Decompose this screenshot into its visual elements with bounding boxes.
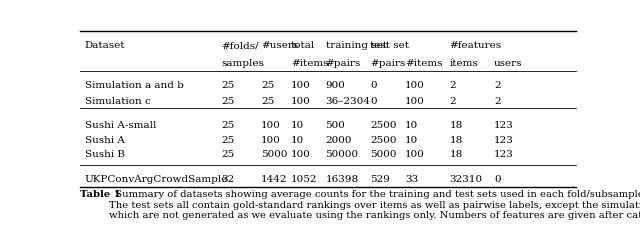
Text: total: total xyxy=(291,41,315,50)
Text: 25: 25 xyxy=(221,149,235,158)
Text: 100: 100 xyxy=(261,120,281,129)
Text: #features: #features xyxy=(449,41,502,50)
Text: 900: 900 xyxy=(326,80,346,89)
Text: 16398: 16398 xyxy=(326,174,358,183)
Text: 33: 33 xyxy=(405,174,418,183)
Text: 5000: 5000 xyxy=(370,149,397,158)
Text: 123: 123 xyxy=(494,120,514,129)
Text: Sushi B: Sushi B xyxy=(85,149,125,158)
Text: 25: 25 xyxy=(221,135,235,144)
Text: 25: 25 xyxy=(221,96,235,105)
Text: 10: 10 xyxy=(291,120,304,129)
Text: #pairs: #pairs xyxy=(370,59,405,68)
Text: 2000: 2000 xyxy=(326,135,352,144)
Text: 10: 10 xyxy=(405,120,418,129)
Text: 36–2304: 36–2304 xyxy=(326,96,371,105)
Text: 100: 100 xyxy=(405,96,425,105)
Text: 100: 100 xyxy=(291,80,310,89)
Text: Dataset: Dataset xyxy=(85,41,125,50)
Text: 1052: 1052 xyxy=(291,174,317,183)
Text: UKPConvArgCrowdSample: UKPConvArgCrowdSample xyxy=(85,174,228,183)
Text: 0: 0 xyxy=(370,96,377,105)
Text: Summary of datasets showing average counts for the training and test sets used i: Summary of datasets showing average coun… xyxy=(109,190,640,219)
Text: 2500: 2500 xyxy=(370,135,397,144)
Text: 100: 100 xyxy=(291,96,310,105)
Text: 100: 100 xyxy=(261,135,281,144)
Text: 0: 0 xyxy=(494,174,500,183)
Text: 10: 10 xyxy=(405,135,418,144)
Text: items: items xyxy=(449,59,478,68)
Text: 500: 500 xyxy=(326,120,346,129)
Text: training set: training set xyxy=(326,41,387,50)
Text: 100: 100 xyxy=(291,149,310,158)
Text: 25: 25 xyxy=(261,96,275,105)
Text: Table 1: Table 1 xyxy=(80,190,121,198)
Text: 2: 2 xyxy=(494,80,500,89)
Text: 1442: 1442 xyxy=(261,174,287,183)
Text: 18: 18 xyxy=(449,135,463,144)
Text: 25: 25 xyxy=(221,120,235,129)
Text: #items: #items xyxy=(405,59,442,68)
Text: 50000: 50000 xyxy=(326,149,358,158)
Text: 18: 18 xyxy=(449,120,463,129)
Text: 10: 10 xyxy=(291,135,304,144)
Text: 32310: 32310 xyxy=(449,174,483,183)
Text: #users: #users xyxy=(261,41,298,50)
Text: 123: 123 xyxy=(494,135,514,144)
Text: 0: 0 xyxy=(370,80,377,89)
Text: 2: 2 xyxy=(494,96,500,105)
Text: #items: #items xyxy=(291,59,328,68)
Text: samples: samples xyxy=(221,59,264,68)
Text: 123: 123 xyxy=(494,149,514,158)
Text: 2: 2 xyxy=(449,80,456,89)
Text: #pairs: #pairs xyxy=(326,59,361,68)
Text: Simulation c: Simulation c xyxy=(85,96,150,105)
Text: 2: 2 xyxy=(449,96,456,105)
Text: 18: 18 xyxy=(449,149,463,158)
Text: Simulation a and b: Simulation a and b xyxy=(85,80,184,89)
Text: 100: 100 xyxy=(405,80,425,89)
Text: 529: 529 xyxy=(370,174,390,183)
Text: 32: 32 xyxy=(221,174,235,183)
Text: 25: 25 xyxy=(221,80,235,89)
Text: 25: 25 xyxy=(261,80,275,89)
Text: 5000: 5000 xyxy=(261,149,287,158)
Text: users: users xyxy=(494,59,523,68)
Text: 2500: 2500 xyxy=(370,120,397,129)
Text: 100: 100 xyxy=(405,149,425,158)
Text: Sushi A-small: Sushi A-small xyxy=(85,120,156,129)
Text: #folds/: #folds/ xyxy=(221,41,259,50)
Text: Sushi A: Sushi A xyxy=(85,135,125,144)
Text: test set: test set xyxy=(370,41,409,50)
